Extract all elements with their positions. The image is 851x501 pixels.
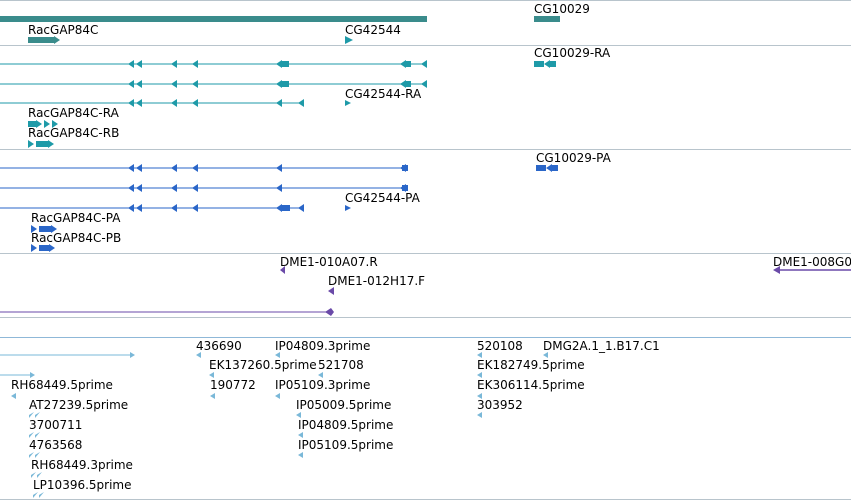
track-separator [0, 253, 851, 254]
clone-label-dme1-010a07-r[interactable]: DME1-010A07.R [280, 255, 378, 269]
gene-feature-cg42544[interactable] [345, 36, 353, 44]
gene-feature-cg10029[interactable] [534, 16, 560, 22]
track-separator [0, 0, 851, 1]
est-label-303952[interactable]: 303952 [477, 398, 523, 412]
track-separator [0, 317, 851, 318]
track-separator [0, 499, 851, 500]
track-separator [0, 45, 851, 46]
est-label-dmg2a-1-1-b17-c1[interactable]: DMG2A.1_1.B17.C1 [543, 339, 660, 353]
transcript-label-cg10029-ra[interactable]: CG10029-RA [534, 46, 611, 60]
est-label-ek182749-5prime[interactable]: EK182749.5prime [477, 358, 585, 372]
est-label-rh68449-3prime[interactable]: RH68449.3prime [31, 458, 133, 472]
transcript-label-racgap84c-ra[interactable]: RacGAP84C-RA [28, 106, 119, 120]
gene-feature-racgap84c-arrow [54, 36, 60, 44]
transcript-label-racgap84c-rb[interactable]: RacGAP84C-RB [28, 126, 120, 140]
clone-features[interactable] [0, 253, 851, 317]
clone-label-dme1-012h17-f[interactable]: DME1-012H17.F [328, 274, 426, 288]
track-separator [0, 149, 851, 150]
est-label-rh68449-5prime[interactable]: RH68449.5prime [11, 378, 113, 392]
est-label-4763568[interactable]: 4763568 [29, 438, 83, 452]
est-label-ip05109-3prime[interactable]: IP05109.3prime [275, 378, 371, 392]
clone-label-dme1-008g0[interactable]: DME1-008G0 [773, 255, 851, 269]
est-label-3700711[interactable]: 3700711 [29, 418, 83, 432]
est-label-ip05009-5prime[interactable]: IP05009.5prime [296, 398, 392, 412]
est-label-ip04809-3prime[interactable]: IP04809.3prime [275, 339, 371, 353]
est-label-521708[interactable]: 521708 [318, 358, 364, 372]
gene-feature-racgap84c[interactable] [28, 37, 54, 43]
gene-label-cg10029[interactable]: CG10029 [534, 2, 590, 16]
est-label-436690[interactable]: 436690 [196, 339, 242, 353]
cds-label-cg42544-pa[interactable]: CG42544-PA [345, 191, 420, 205]
gene-label-cg42544[interactable]: CG42544 [345, 23, 401, 37]
track-separator [0, 337, 851, 338]
est-label-at27239-5prime[interactable]: AT27239.5prime [29, 398, 129, 412]
cds-label-racgap84c-pb[interactable]: RacGAP84C-PB [31, 231, 122, 245]
est-label-ek137260-5prime[interactable]: EK137260.5prime [209, 358, 317, 372]
transcript-label-cg42544-ra[interactable]: CG42544-RA [345, 87, 422, 101]
est-label-ip04809-5prime[interactable]: IP04809.5prime [298, 418, 394, 432]
transcript-features[interactable] [0, 45, 851, 149]
gene-feature-racgap84c-long[interactable] [0, 16, 427, 22]
cds-label-racgap84c-pa[interactable]: RacGAP84C-PA [31, 211, 121, 225]
cds-label-cg10029-pa[interactable]: CG10029-PA [536, 151, 611, 165]
est-label-ek306114-5prime[interactable]: EK306114.5prime [477, 378, 585, 392]
est-label-lp10396-5prime[interactable]: LP10396.5prime [33, 478, 132, 492]
est-label-ip05109-5prime[interactable]: IP05109.5prime [298, 438, 394, 452]
est-features[interactable] [0, 337, 851, 499]
est-label-190772[interactable]: 190772 [210, 378, 256, 392]
est-label-520108[interactable]: 520108 [477, 339, 523, 353]
gene-label-racgap84c[interactable]: RacGAP84C [28, 23, 99, 37]
cds-features[interactable] [0, 149, 851, 253]
